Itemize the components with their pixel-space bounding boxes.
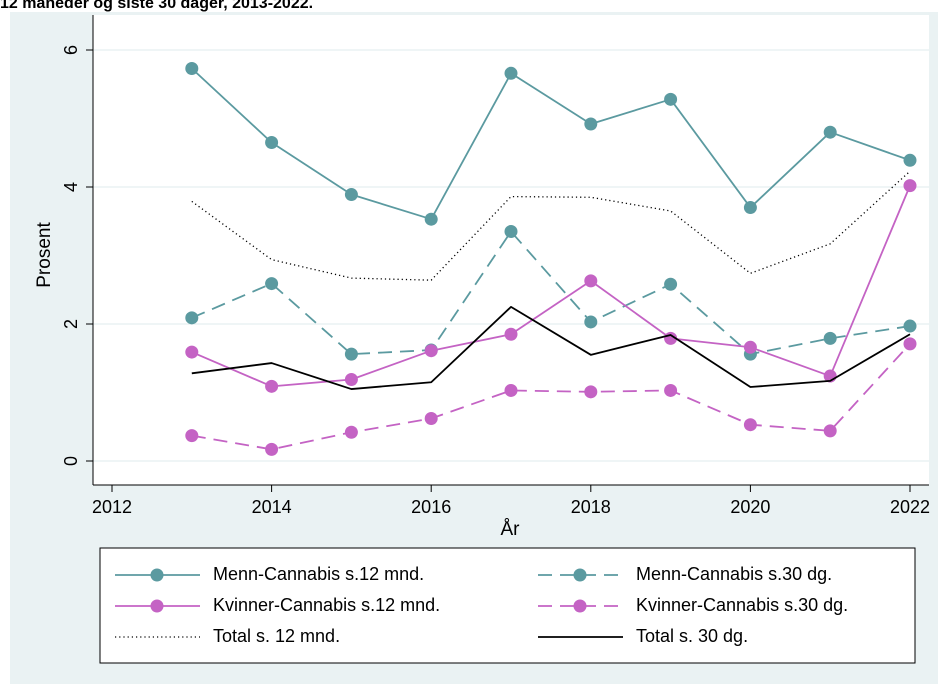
data-point (504, 383, 518, 397)
legend-label: Total s. 12 mnd. (213, 626, 340, 646)
x-axis-title: År (501, 519, 521, 540)
axes (86, 15, 929, 492)
tick-labels: 0 2 4 6 2012 2014 2016 2018 2020 2022 (61, 45, 930, 517)
legend-item: Kvinner-Cannabis s.12 mnd. (115, 595, 440, 615)
legend-marker (573, 599, 587, 613)
data-point (265, 442, 279, 456)
data-point (185, 345, 199, 359)
data-point (743, 418, 757, 432)
data-point (823, 125, 837, 139)
x-tick-label: 2016 (411, 497, 451, 517)
legend-item: Total s. 12 mnd. (115, 626, 340, 646)
data-point (185, 311, 199, 325)
data-point (664, 277, 678, 291)
data-point (584, 385, 598, 399)
data-point (823, 424, 837, 438)
y-tick-label: 2 (61, 319, 81, 329)
data-point (344, 188, 358, 202)
data-point (664, 383, 678, 397)
data-point (903, 337, 917, 351)
series-line (191, 170, 911, 281)
data-point (265, 277, 279, 291)
data-point (265, 135, 279, 149)
legend-item: Menn-Cannabis s.12 mnd. (115, 564, 424, 584)
series-line (191, 305, 911, 390)
x-tick-label: 2018 (571, 497, 611, 517)
x-tick-label: 2020 (730, 497, 770, 517)
legend-box (99, 547, 916, 664)
data-point (344, 372, 358, 386)
data-point (504, 66, 518, 80)
legend-item: Kvinner-Cannabis s.30 dg. (538, 595, 848, 615)
y-tick-label: 6 (61, 45, 81, 55)
legend-marker (573, 568, 587, 582)
data-point (584, 274, 598, 288)
data-point (185, 429, 199, 443)
data-point (504, 327, 518, 341)
legend-item: Menn-Cannabis s.30 dg. (538, 564, 832, 584)
data-point (424, 412, 438, 426)
legend-marker (150, 599, 164, 613)
series-lines (185, 61, 917, 456)
legend-label: Kvinner-Cannabis s.30 dg. (636, 595, 848, 615)
y-tick-label: 0 (61, 456, 81, 466)
data-point (185, 61, 199, 75)
legend-label: Menn-Cannabis s.12 mnd. (213, 564, 424, 584)
legend-label: Total s. 30 dg. (636, 626, 748, 646)
y-axis-title: Prosent (34, 222, 55, 288)
data-point (344, 425, 358, 439)
data-point (424, 212, 438, 226)
data-point (265, 379, 279, 393)
x-tick-label: 2022 (890, 497, 930, 517)
legend-label: Kvinner-Cannabis s.12 mnd. (213, 595, 440, 615)
x-tick-label: 2012 (92, 497, 132, 517)
series-line (191, 67, 911, 221)
legend-marker (150, 568, 164, 582)
series-line (191, 230, 911, 356)
data-point (664, 92, 678, 106)
data-point (584, 117, 598, 131)
x-tick-label: 2014 (252, 497, 292, 517)
legend-item: Total s. 30 dg. (538, 626, 748, 646)
series-line (191, 343, 911, 451)
legend-label: Menn-Cannabis s.30 dg. (636, 564, 832, 584)
legend: Menn-Cannabis s.12 mnd. Menn-Cannabis s.3… (99, 547, 916, 664)
data-point (823, 331, 837, 345)
page-title: 12 måneder og siste 30 dager, 2013-2022. (0, 0, 313, 12)
plot-area (93, 15, 929, 485)
series-5 (191, 170, 911, 281)
data-point (504, 225, 518, 239)
series-6 (191, 305, 911, 390)
data-point (424, 344, 438, 358)
data-point (903, 319, 917, 333)
data-point (903, 179, 917, 193)
data-point (743, 201, 757, 215)
data-point (743, 340, 757, 354)
series-4 (185, 337, 917, 456)
y-tick-label: 4 (61, 182, 81, 192)
series-line (191, 185, 911, 388)
data-point (903, 153, 917, 167)
grid-lines (93, 49, 929, 462)
data-point (344, 347, 358, 361)
series-1 (185, 61, 917, 226)
data-point (584, 315, 598, 329)
